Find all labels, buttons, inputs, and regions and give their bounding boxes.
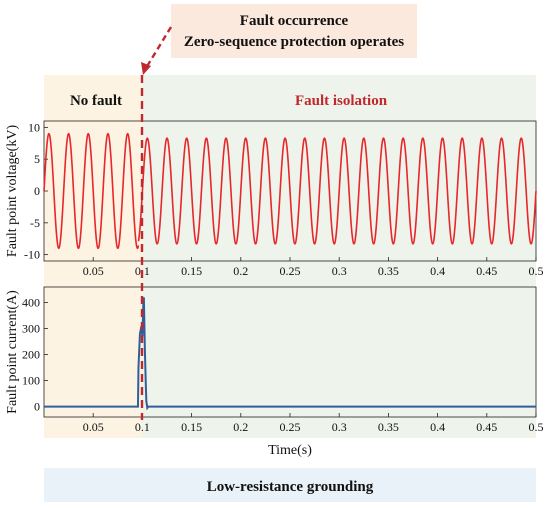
fault-arrow-shaft [144,26,173,69]
voltage-series-line-post-fault [137,137,537,245]
voltage-axis-ticks: 0.050.10.150.20.250.30.350.40.450.51050-… [24,120,544,278]
current-x-tick-label: 0.15 [181,420,202,434]
current-series-line [44,297,536,411]
current-x-tick-label: 0.3 [332,420,347,434]
current-y-tick-label: 200 [22,348,40,362]
voltage-x-tick-label: 0.45 [476,264,497,278]
pre-fault-label: No fault [70,93,122,109]
current-axis-ticks: 0.05 0.1 0.15 0.2 0.25 0.3 0.35 0.4 0.45 0.5 400 30… [22,296,544,434]
voltage-x-tick-label: 0.25 [280,264,301,278]
voltage-series-line-pre-fault [43,132,140,250]
current-x-tick-label: 0.45 [476,420,497,434]
x-axis-label: Time(s) [268,443,312,458]
current-x-tick-label: 0.2 [233,420,248,434]
voltage-y-tick-label: -5 [30,216,40,230]
current-x-tick-label: 0.25 [280,420,301,434]
voltage-x-tick-label: 0.2 [233,264,248,278]
pre-fault-region [44,75,142,438]
post-fault-label: Fault isolation [295,93,388,109]
current-y-tick-label: 100 [22,374,40,388]
current-y-tick-label: 300 [22,322,40,336]
current-series-group [44,297,536,411]
event-annotation-line1: Fault occurrence [240,13,349,29]
current-x-tick-label: 0.4 [430,420,445,434]
voltage-y-axis-label: Fault point voltage(kV) [5,125,20,258]
current-y-tick-label: 0 [34,400,40,414]
voltage-y-tick-label: 5 [34,152,40,166]
footer-label: Low-resistance grounding [207,479,374,495]
fault-arrow-head [141,62,151,75]
voltage-y-tick-label: 0 [34,184,40,198]
current-y-tick-label: 400 [22,296,40,310]
current-x-tick-label: 0.35 [378,420,399,434]
voltage-x-tick-label: 0.3 [332,264,347,278]
current-x-tick-label: 0.05 [83,420,104,434]
current-x-tick-label: 0.5 [529,420,544,434]
current-x-tick-label: 0.1 [135,420,150,434]
voltage-x-tick-label: 0.35 [378,264,399,278]
voltage-y-tick-label: 10 [28,120,40,134]
event-annotation-line2: Zero-sequence protection operates [184,34,404,50]
current-y-axis-label: Fault point current(A) [5,290,20,414]
voltage-y-tick-label: -10 [24,248,40,262]
voltage-x-tick-label: 0.05 [83,264,104,278]
voltage-x-tick-label: 0.5 [529,264,544,278]
voltage-series-group [43,132,537,250]
voltage-x-tick-label: 0.15 [181,264,202,278]
voltage-x-tick-label: 0.4 [430,264,445,278]
event-annotation-box [171,4,417,58]
footer-box [44,468,536,502]
post-fault-region [142,75,536,438]
